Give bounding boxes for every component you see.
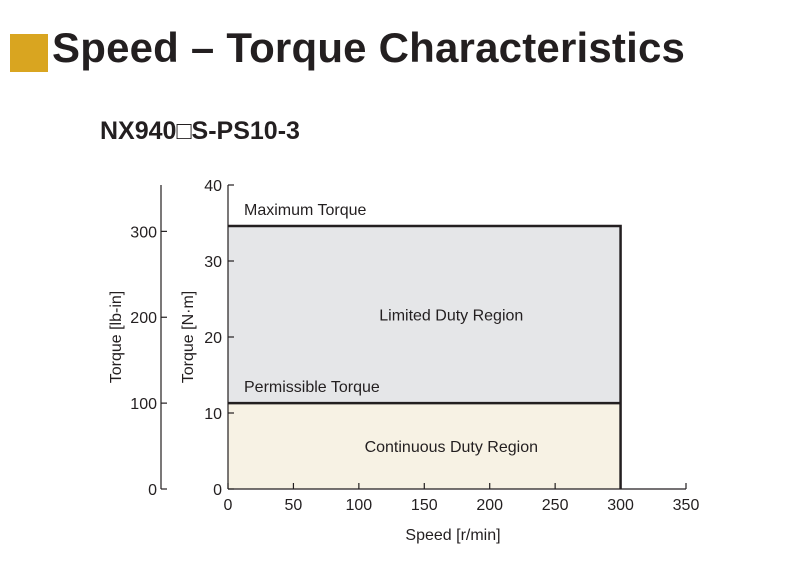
region-limited-duty: [228, 226, 621, 404]
x-tick-label: 0: [224, 497, 233, 514]
y-secondary-tick-label: 100: [130, 396, 157, 413]
y-axis-label-lbin: Torque [lb-in]: [108, 291, 125, 384]
y-secondary-tick-label: 200: [130, 310, 157, 327]
region-label-limited-duty: Limited Duty Region: [379, 308, 523, 325]
series-label-maximum-torque: Maximum Torque: [244, 202, 367, 219]
y-tick-label: 0: [213, 482, 222, 499]
x-tick-label: 350: [673, 497, 700, 514]
title-accent-square: [10, 34, 48, 72]
y-axis-label-nm: Torque [N·m]: [180, 291, 197, 383]
region-label-continuous-duty: Continuous Duty Region: [365, 439, 538, 456]
x-tick-label: 200: [476, 497, 503, 514]
x-tick-label: 150: [411, 497, 438, 514]
series-line-maximum-torque: [228, 224, 622, 489]
y-tick-label: 40: [204, 178, 222, 195]
chart-title: NX940□S-PS10-3: [100, 117, 300, 145]
region-continuous-duty: [228, 403, 621, 489]
x-axis-label: Speed [r/min]: [405, 527, 500, 544]
page-title: Speed – Torque Characteristics: [52, 24, 686, 71]
x-tick-label: 50: [285, 497, 303, 514]
x-tick-label: 300: [607, 497, 634, 514]
y-tick-label: 20: [204, 330, 222, 347]
x-tick-label: 100: [346, 497, 373, 514]
series-label-permissible-torque: Permissible Torque: [244, 379, 380, 396]
y-tick-label: 30: [204, 254, 222, 271]
y-secondary-tick-label: 0: [148, 482, 157, 499]
y-tick-label: 10: [204, 406, 222, 423]
x-tick-label: 250: [542, 497, 569, 514]
y-secondary-tick-label: 300: [130, 224, 157, 241]
